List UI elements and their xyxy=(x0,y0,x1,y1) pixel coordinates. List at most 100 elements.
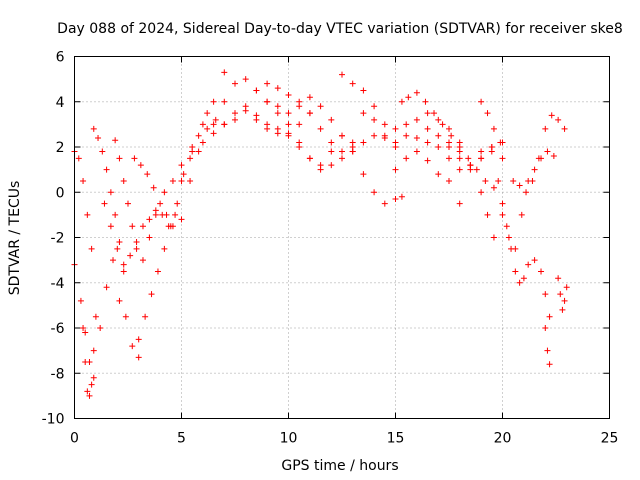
data-point xyxy=(435,144,442,150)
data-point xyxy=(142,313,149,320)
y-tick-labels: -10 -8 -6 -4 -2 0 2 4 6 xyxy=(42,50,65,428)
data-point xyxy=(484,110,491,117)
data-point xyxy=(116,239,123,246)
data-point xyxy=(306,94,313,101)
data-point xyxy=(398,193,405,200)
data-point xyxy=(90,347,97,354)
data-point xyxy=(152,207,159,214)
data-point xyxy=(512,245,519,252)
data-point xyxy=(510,177,517,184)
data-point xyxy=(371,116,378,123)
data-point xyxy=(529,177,536,184)
y-tick-label: 6 xyxy=(56,50,65,66)
data-point xyxy=(107,223,114,230)
data-point xyxy=(264,121,271,128)
data-point xyxy=(478,98,485,105)
data-point xyxy=(499,200,506,207)
x-tick-labels: 0 5 10 15 20 25 xyxy=(70,431,618,447)
data-point xyxy=(82,358,89,365)
data-point xyxy=(328,162,335,169)
data-point xyxy=(120,268,127,275)
data-point xyxy=(456,148,463,155)
data-point xyxy=(180,171,187,178)
data-point xyxy=(413,116,420,123)
y-tick-label: -10 xyxy=(42,412,65,428)
data-point xyxy=(478,148,485,155)
series-track-18 xyxy=(478,98,504,146)
data-point xyxy=(548,112,555,119)
data-point xyxy=(144,171,151,178)
data-point xyxy=(550,153,557,160)
data-point xyxy=(114,245,121,252)
data-point xyxy=(169,177,176,184)
data-point xyxy=(349,148,356,155)
data-point xyxy=(146,216,153,223)
data-point xyxy=(478,189,485,196)
series-track-6 xyxy=(101,110,211,268)
data-point xyxy=(542,325,549,331)
data-point xyxy=(360,110,367,117)
data-point xyxy=(561,125,568,132)
data-point xyxy=(161,189,168,196)
data-point xyxy=(473,166,480,173)
data-point xyxy=(559,306,566,313)
data-point xyxy=(516,182,523,189)
data-point xyxy=(497,139,504,146)
data-point xyxy=(446,139,452,146)
data-point xyxy=(371,189,378,196)
data-point xyxy=(371,132,378,139)
data-point xyxy=(439,121,446,128)
data-point xyxy=(285,91,292,98)
data-point xyxy=(101,200,108,207)
data-point xyxy=(339,155,345,162)
data-point xyxy=(80,325,87,331)
series-track-16 xyxy=(392,148,463,207)
x-tick-label: 5 xyxy=(177,431,186,447)
data-point xyxy=(264,80,271,87)
data-point xyxy=(339,132,345,139)
x-tick-label: 0 xyxy=(70,431,79,447)
data-point xyxy=(163,211,170,218)
data-point xyxy=(542,125,549,132)
data-point xyxy=(403,132,410,139)
data-point xyxy=(178,216,185,223)
data-point xyxy=(328,139,335,146)
data-point xyxy=(306,155,313,162)
data-point xyxy=(88,381,95,388)
data-point xyxy=(499,155,506,162)
data-point xyxy=(161,245,168,252)
data-point xyxy=(210,130,217,137)
data-point xyxy=(381,132,388,139)
data-point xyxy=(413,134,420,141)
data-point xyxy=(189,148,196,155)
data-point xyxy=(392,125,399,132)
data-point xyxy=(150,184,157,191)
data-point xyxy=(195,132,202,139)
data-point xyxy=(339,148,345,155)
data-point xyxy=(285,130,292,137)
data-point xyxy=(499,211,506,218)
data-point xyxy=(274,85,281,92)
data-point xyxy=(392,196,399,203)
data-point xyxy=(422,98,429,105)
data-point xyxy=(253,112,260,119)
data-point xyxy=(167,223,174,230)
data-point xyxy=(242,76,249,83)
data-point xyxy=(306,110,313,117)
data-point xyxy=(139,223,146,230)
data-point xyxy=(285,121,292,128)
data-point xyxy=(112,211,119,218)
y-tick-label: -2 xyxy=(51,231,65,247)
data-point xyxy=(135,336,142,343)
data-point xyxy=(546,313,553,320)
data-point xyxy=(349,139,356,146)
data-point xyxy=(448,132,455,139)
data-point xyxy=(360,139,367,146)
data-point xyxy=(146,234,153,241)
data-point xyxy=(405,94,412,101)
data-point xyxy=(542,291,549,298)
data-point xyxy=(129,223,136,230)
data-point xyxy=(221,98,228,105)
data-point xyxy=(525,261,532,268)
